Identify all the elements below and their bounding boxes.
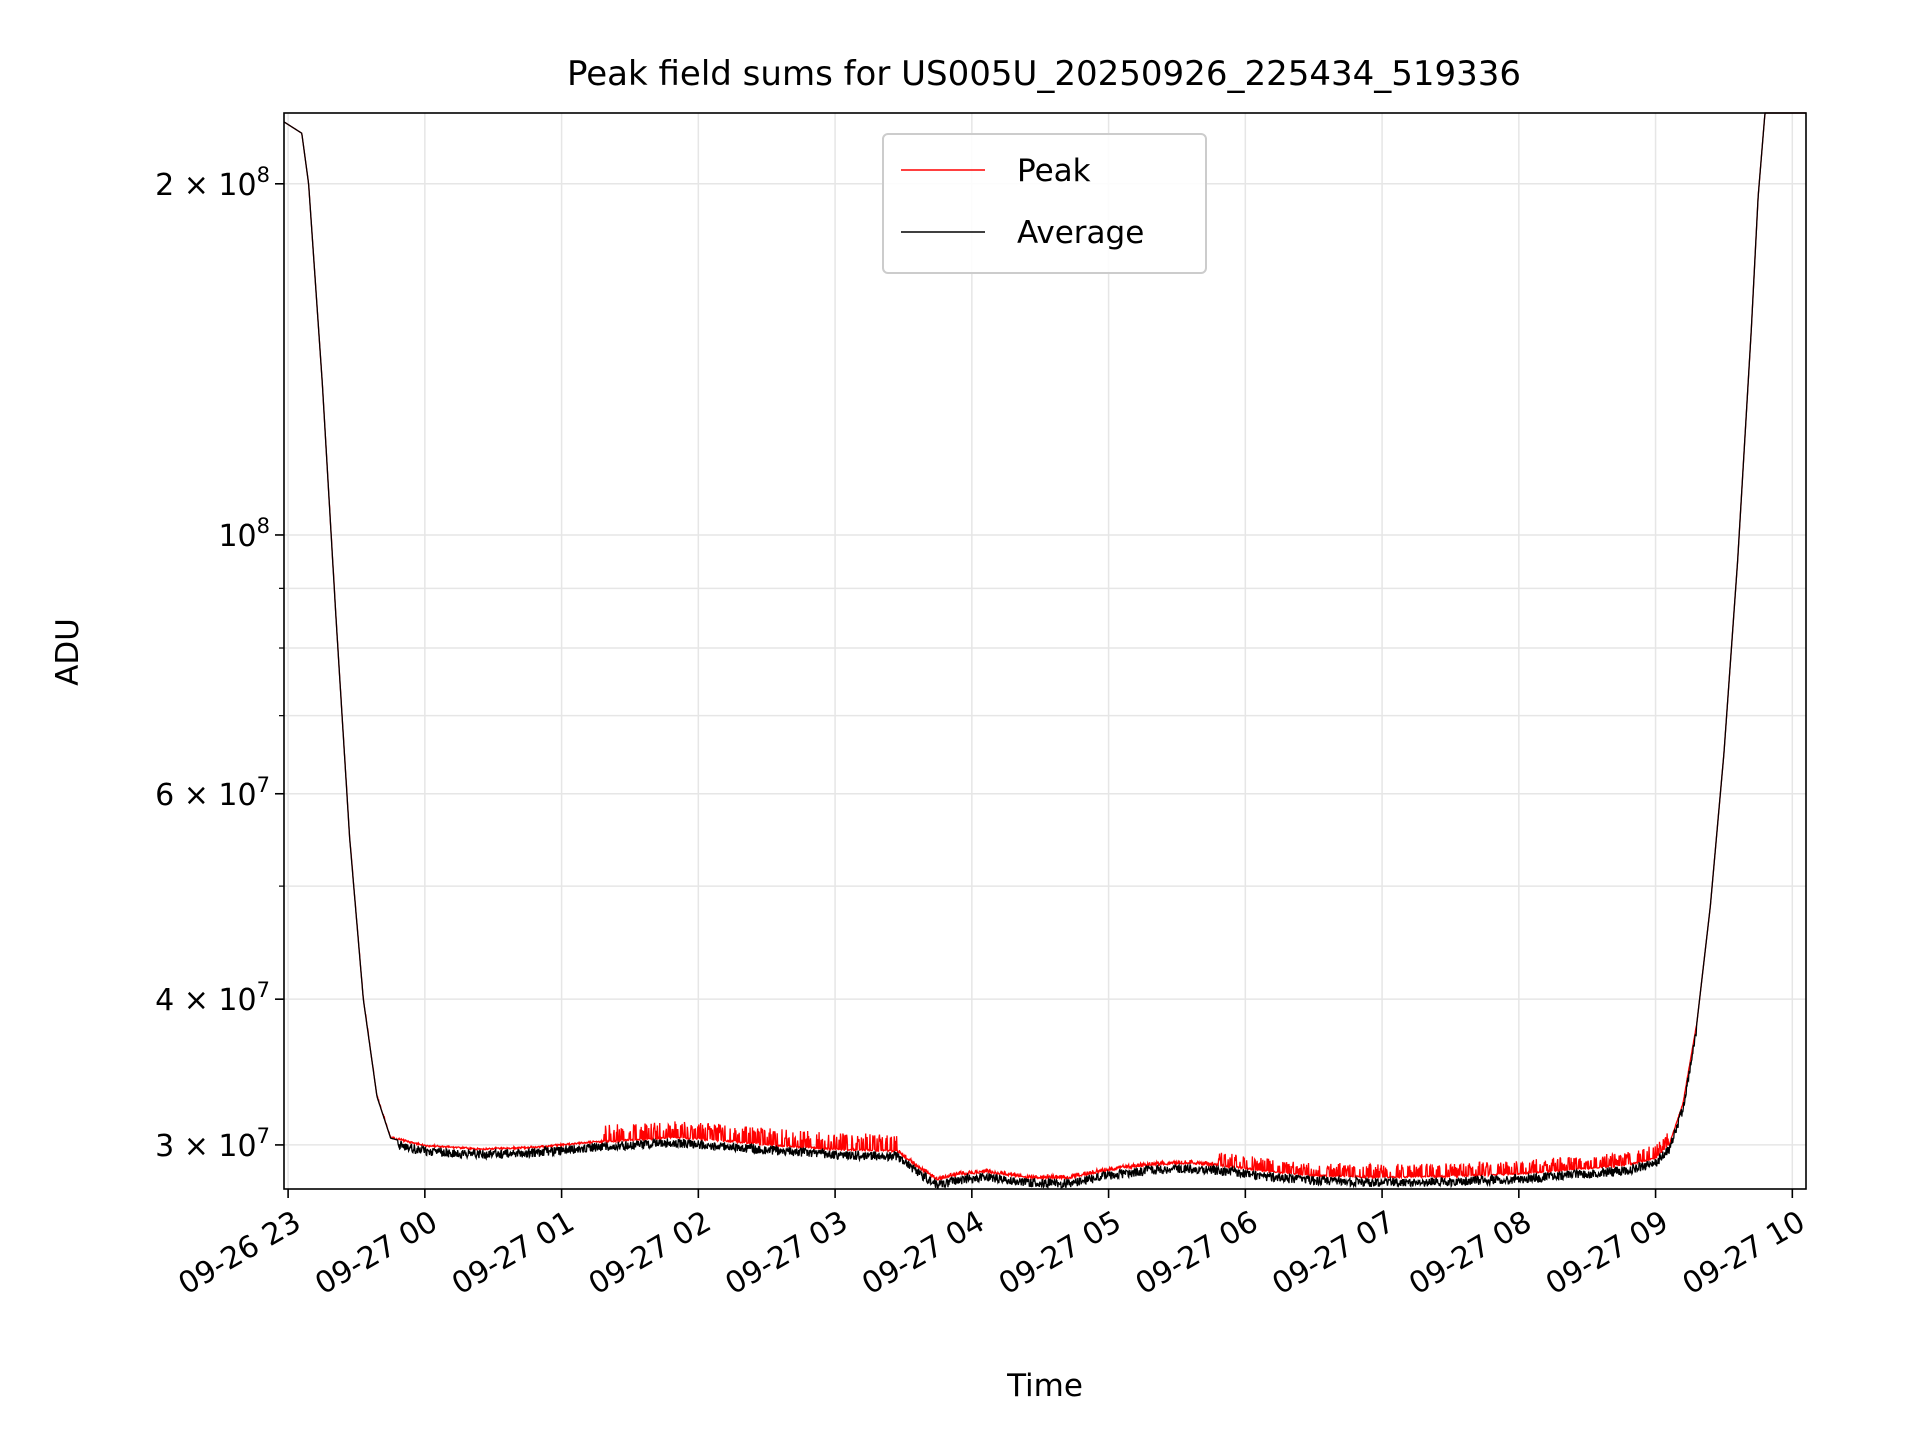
x-axis-label: Time [1006, 1368, 1083, 1404]
y-axis-label: ADU [50, 618, 86, 686]
y-tick-label: 6 × 107 [155, 773, 270, 813]
y-tick-label: 4 × 107 [155, 978, 270, 1018]
series-average-line [283, 112, 1806, 1190]
legend-peak-label: Peak [1017, 153, 1091, 189]
series-peak-line [283, 112, 1806, 1181]
y-tick-label: 108 [218, 514, 270, 554]
legend-average-label: Average [1017, 215, 1144, 251]
plot-frame [283, 112, 1807, 1190]
grid [284, 113, 1806, 1189]
y-tick-label: 3 × 107 [155, 1124, 270, 1164]
legend: Peak Average [882, 133, 1207, 274]
chart-title: Peak field sums for US005U_20250926_2254… [567, 54, 1521, 94]
y-axis: 3 × 107 4 × 107 6 × 107 108 2 × 108 [155, 163, 284, 1164]
y-tick-label: 2 × 108 [155, 163, 270, 203]
series-lines [283, 112, 1806, 1190]
legend-box [882, 133, 1207, 274]
